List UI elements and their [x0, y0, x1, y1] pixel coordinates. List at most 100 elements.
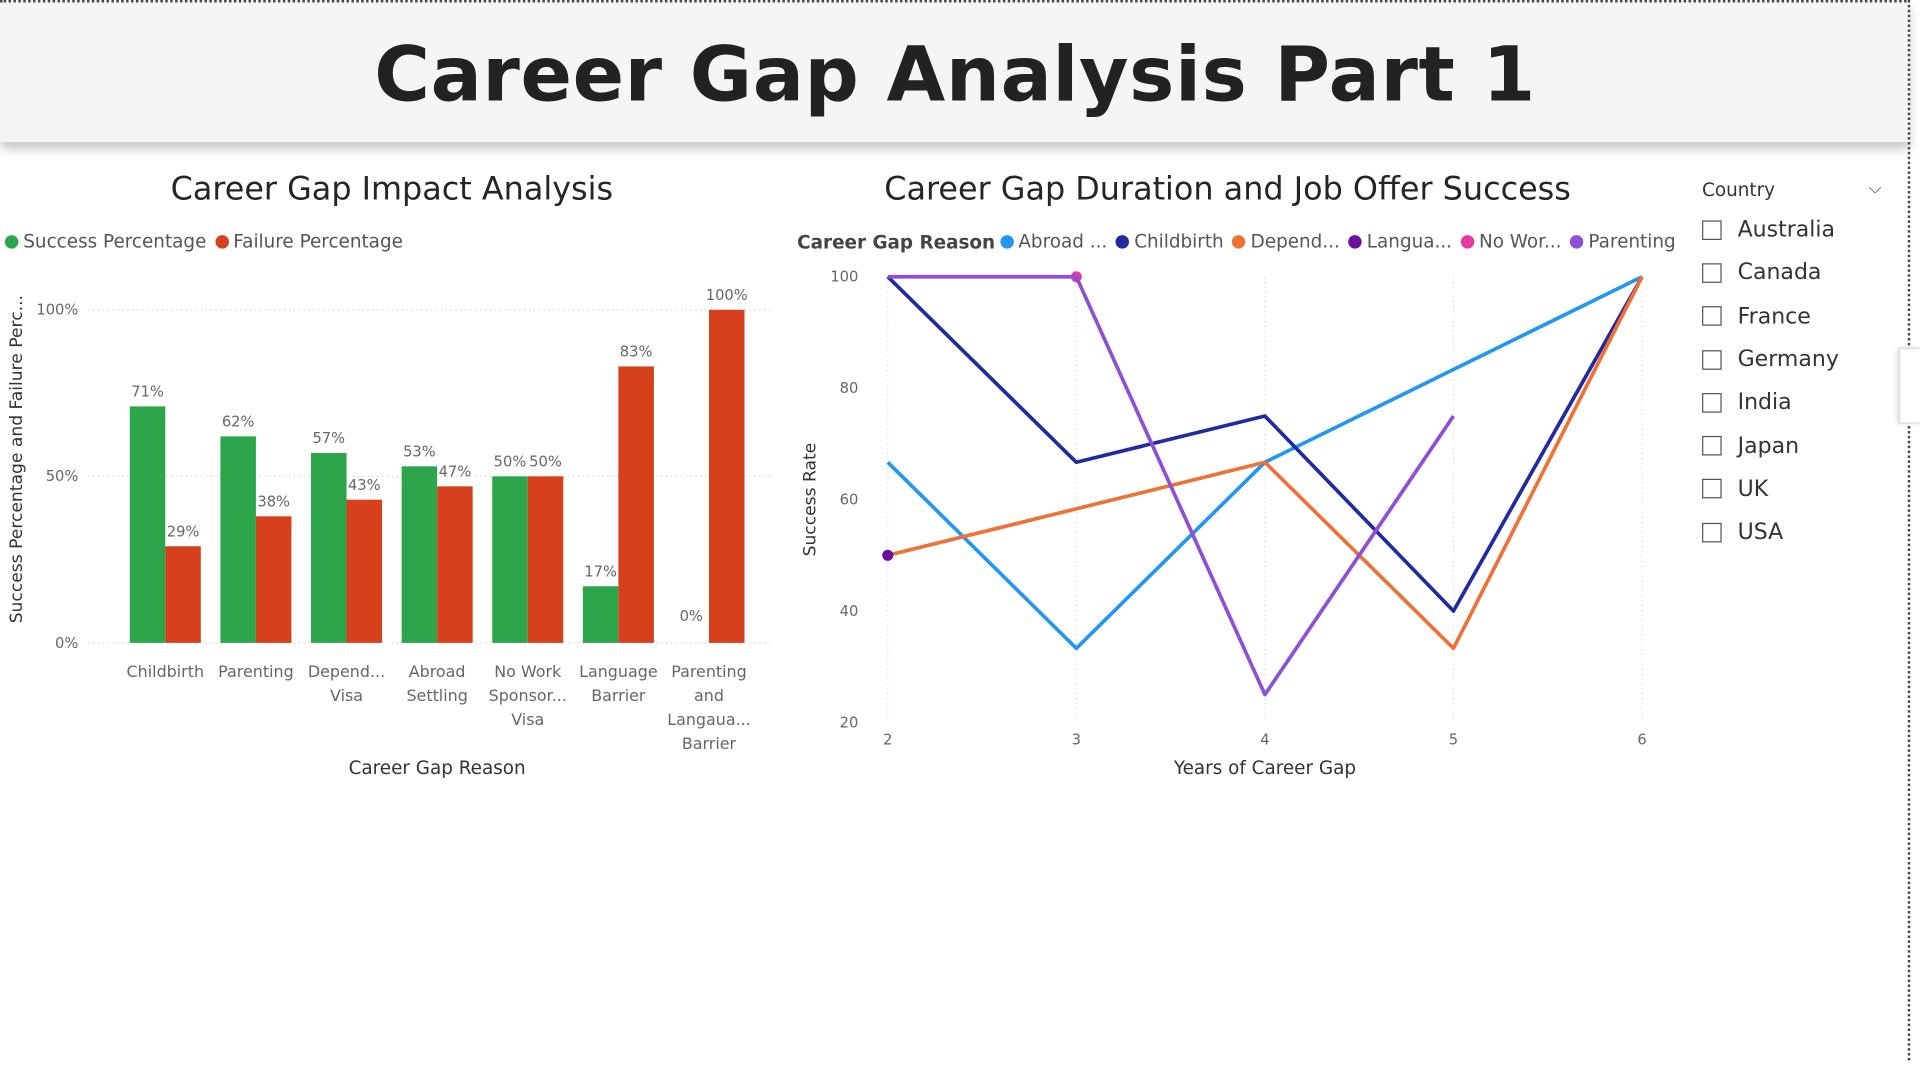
- checkbox[interactable]: [1702, 392, 1722, 413]
- x-tick-label: Childbirth: [127, 662, 205, 681]
- data-label: 38%: [257, 494, 290, 511]
- legend-marker-icon: [1115, 234, 1130, 248]
- x-tick-label: 5: [1449, 731, 1458, 748]
- checkbox[interactable]: [1702, 436, 1722, 456]
- bar: [311, 453, 347, 643]
- x-tick-label: Depend...: [308, 662, 385, 681]
- data-label: 53%: [403, 444, 436, 461]
- checkbox[interactable]: [1702, 522, 1722, 543]
- y-axis-title: Success Percentage and Failure Perc...: [7, 295, 27, 623]
- legend-marker-icon: [1460, 234, 1475, 248]
- slicer-item[interactable]: Australia: [1702, 208, 1898, 251]
- line-chart-legend: Career Gap Reason Abroad ... Childbirth Dep…: [797, 230, 1684, 253]
- data-label: 43%: [348, 477, 381, 494]
- y-tick-label: 80: [840, 380, 859, 397]
- slicer-title: Country: [1702, 178, 1776, 201]
- line-legend-item[interactable]: Parenting: [1570, 230, 1676, 252]
- bar: [165, 546, 201, 643]
- x-tick-label: Barrier: [682, 734, 737, 753]
- line-legend-item[interactable]: No Wor...: [1460, 230, 1561, 252]
- series-point: [882, 549, 894, 561]
- x-tick-label: Langaua...: [667, 710, 751, 729]
- legend-marker-icon: [4, 234, 19, 248]
- legend-marker-icon: [214, 234, 229, 248]
- slicer-item-label: Canada: [1737, 260, 1822, 286]
- legend-label: Success Percentage: [23, 230, 207, 253]
- slicer-item[interactable]: France: [1702, 295, 1898, 338]
- bar: [618, 366, 654, 643]
- chevron-down-icon[interactable]: ⌵: [1868, 178, 1882, 199]
- y-tick-label: 100%: [36, 302, 78, 319]
- x-tick-label: Parenting: [218, 662, 294, 681]
- slicer-item-label: UK: [1737, 476, 1769, 502]
- legend-label: Parenting: [1588, 230, 1676, 253]
- country-slicer[interactable]: Country ⌵ Australia Canada France Germany In…: [1702, 179, 1898, 554]
- x-tick-label: 4: [1260, 731, 1269, 748]
- y-tick-label: 50%: [46, 468, 79, 485]
- data-label: 71%: [131, 384, 164, 401]
- slicer-item-label: Germany: [1737, 346, 1839, 373]
- data-label: 0%: [680, 608, 703, 625]
- checkbox[interactable]: [1702, 263, 1722, 283]
- checkbox[interactable]: [1702, 306, 1722, 327]
- x-tick-label: 3: [1072, 731, 1081, 748]
- slicer-item[interactable]: UK: [1702, 467, 1898, 510]
- series-line: [886, 275, 1643, 651]
- x-tick-label: Sponsor...: [489, 686, 567, 705]
- x-tick-label: Language: [579, 662, 658, 681]
- slicer-item[interactable]: Germany: [1702, 338, 1898, 381]
- data-label: 29%: [167, 523, 200, 540]
- x-tick-label: Barrier: [591, 686, 646, 705]
- slicer-item[interactable]: USA: [1702, 511, 1898, 554]
- line-legend-item[interactable]: Abroad ...: [999, 230, 1107, 252]
- y-tick-label: 20: [840, 714, 859, 731]
- bar: [437, 486, 473, 643]
- y-axis-title: Success Rate: [801, 443, 821, 557]
- bar-chart-plot: 0% 50% 100% 71% 29% Childbirth 62% 38% Parenting…: [7, 287, 774, 779]
- bar: [255, 516, 292, 643]
- slicer-item-label: Australia: [1737, 216, 1836, 243]
- x-tick-label: Abroad: [409, 662, 466, 681]
- line-chart-plot: 2 3 4 5 6 20 40 60 80 100 Years of Career Gap Succe…: [801, 269, 1647, 779]
- page-header: Career Gap Analysis Part 1: [0, 0, 1911, 143]
- x-axis-title: Career Gap Reason: [349, 758, 526, 779]
- x-tick-label: Visa: [330, 686, 363, 705]
- slicer-item-label: USA: [1737, 519, 1784, 546]
- line-legend-item[interactable]: Depend...: [1232, 230, 1340, 252]
- x-tick-label: and: [694, 686, 724, 705]
- bar: [582, 586, 619, 643]
- slicer-header: Country ⌵: [1702, 179, 1898, 208]
- line-legend-item[interactable]: Langua...: [1348, 230, 1452, 252]
- legend-marker-icon: [1570, 234, 1584, 248]
- slicer-item-label: Japan: [1737, 433, 1800, 459]
- x-tick-label: Settling: [406, 686, 467, 705]
- slicer-item[interactable]: Canada: [1702, 251, 1898, 294]
- data-label: 47%: [439, 464, 472, 481]
- x-axis-title: Years of Career Gap: [1173, 758, 1356, 779]
- bar-legend-item[interactable]: Failure Percentage: [214, 230, 403, 252]
- legend-marker-icon: [1232, 234, 1246, 248]
- legend-label: Childbirth: [1134, 230, 1224, 253]
- slicer-item-label: France: [1737, 303, 1811, 330]
- bar: [129, 406, 166, 643]
- legend-label: Depend...: [1250, 230, 1340, 253]
- x-tick-label: Parenting: [671, 662, 747, 681]
- bar-chart-title: Career Gap Impact Analysis: [170, 171, 614, 209]
- legend-label: Langua...: [1366, 230, 1453, 253]
- bar-legend-item[interactable]: Success Percentage: [4, 230, 207, 253]
- checkbox[interactable]: [1702, 349, 1722, 370]
- line-legend-item[interactable]: Childbirth: [1115, 230, 1224, 253]
- checkbox[interactable]: [1702, 479, 1722, 499]
- x-tick-label: 2: [883, 731, 892, 748]
- data-label: 100%: [706, 287, 748, 304]
- checkbox[interactable]: [1702, 219, 1722, 240]
- side-panel-tab[interactable]: [1899, 347, 1920, 424]
- y-tick-label: 60: [840, 491, 859, 508]
- slicer-item[interactable]: India: [1702, 381, 1898, 424]
- data-label: 62%: [222, 414, 255, 431]
- line-chart-title: Career Gap Duration and Job Offer Succes…: [884, 171, 1571, 209]
- legend-marker-icon: [999, 234, 1014, 248]
- slicer-item[interactable]: Japan: [1702, 424, 1898, 467]
- x-tick-label: No Work: [494, 662, 562, 681]
- bar: [346, 499, 383, 643]
